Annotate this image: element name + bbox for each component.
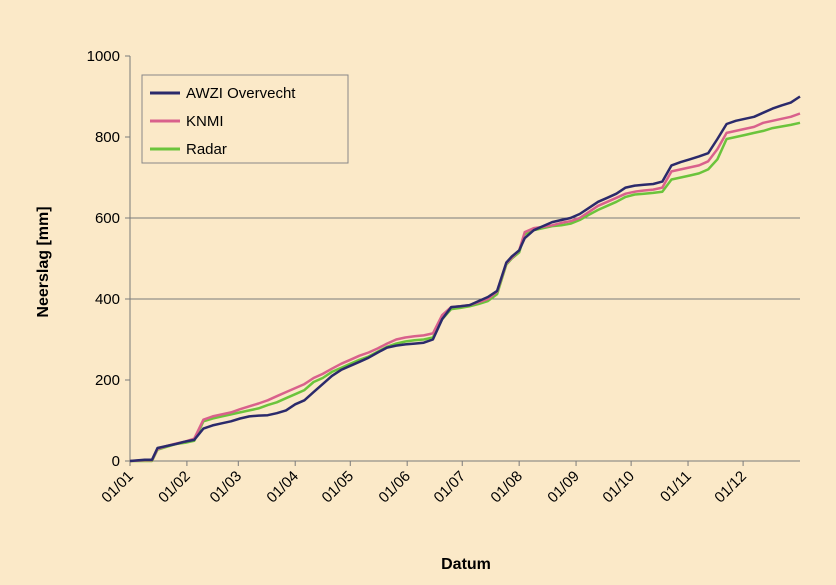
x-axis-title: Datum [441,556,491,573]
grid-layer [130,217,800,300]
y-tick-label: 400 [95,291,120,308]
legend: AWZI Overvecht KNMI Radar [141,74,349,164]
y-axis-title: Neerslag [mm] [35,206,52,317]
legend-label: AWZI Overvecht [186,85,296,102]
series-layer [129,95,801,463]
legend-label: KNMI [186,113,224,130]
y-tick-label: 600 [95,210,120,227]
y-tick-label: 0 [112,453,120,470]
y-tick-label: 200 [95,372,120,389]
series-line-awzi-overvecht [129,95,801,463]
y-tick-label: 1000 [87,48,120,65]
y-tick-label: 800 [95,129,120,146]
legend-label: Radar [186,141,227,158]
